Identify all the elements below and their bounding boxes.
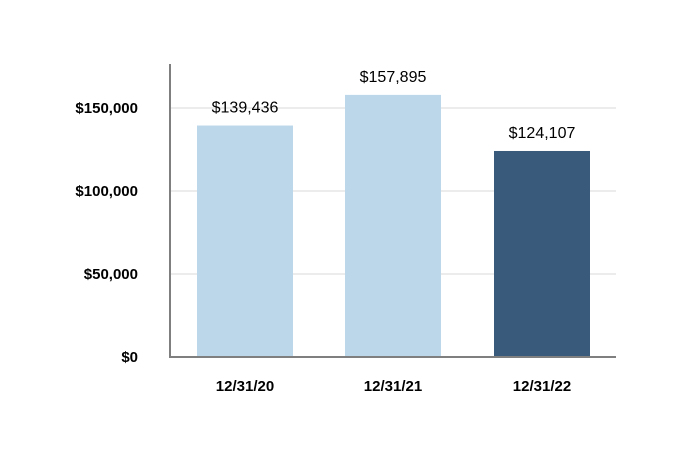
y-tick-label: $150,000 <box>75 100 138 117</box>
data-label: $157,895 <box>360 69 427 86</box>
y-tick-label: $100,000 <box>75 183 138 200</box>
x-tick-label: 12/31/22 <box>513 378 571 395</box>
y-tick-label: $50,000 <box>84 266 138 283</box>
x-tick-label: 12/31/20 <box>216 378 274 395</box>
data-labels: $139,436 $157,895 $124,107 <box>212 69 576 142</box>
bars <box>197 94 590 358</box>
y-tick-label: $0 <box>121 349 138 366</box>
bar <box>345 94 441 358</box>
bar <box>494 150 590 357</box>
data-label: $139,436 <box>212 100 279 117</box>
x-tick-label: 12/31/21 <box>364 378 422 395</box>
x-axis-tick-labels: 12/31/20 12/31/21 12/31/22 <box>216 378 571 395</box>
bar <box>197 125 293 357</box>
data-label: $124,107 <box>509 125 576 142</box>
y-axis-tick-labels: $0 $50,000 $100,000 $150,000 <box>75 100 138 366</box>
